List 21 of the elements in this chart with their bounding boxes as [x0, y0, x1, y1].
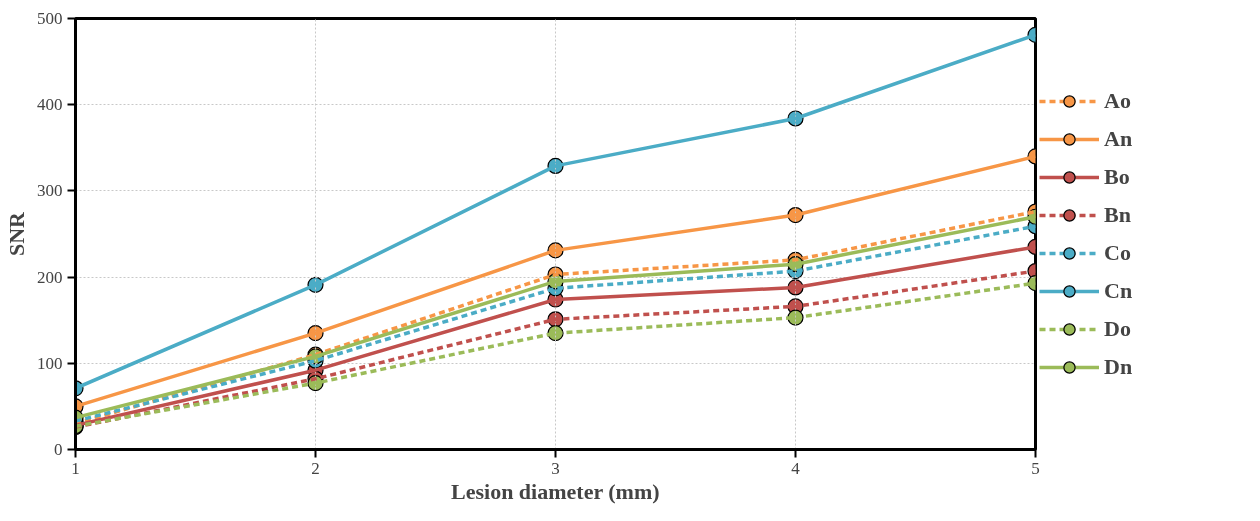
x-tick-label: 5: [1031, 458, 1040, 478]
legend-label: Ao: [1104, 87, 1131, 114]
y-tick-label: 300: [37, 181, 63, 201]
legend-label: Bn: [1104, 201, 1131, 228]
legend-label: Bo: [1104, 163, 1130, 190]
legend-label: Cn: [1104, 277, 1133, 304]
x-tick-label: 1: [71, 458, 80, 478]
x-tick-label: 4: [791, 458, 801, 478]
x-tick-label: 3: [551, 458, 560, 478]
y-tick-label: 100: [37, 353, 63, 373]
x-axis-title: Lesion diameter (mm): [451, 478, 660, 504]
legend-label: Co: [1104, 239, 1131, 266]
y-tick-label: 500: [37, 9, 63, 28]
y-tick-label: 0: [54, 440, 63, 459]
legend-label: An: [1104, 125, 1133, 152]
y-tick-label: 200: [37, 267, 63, 287]
y-tick-label: 400: [37, 95, 63, 115]
legend-label: Dn: [1104, 353, 1133, 380]
y-axis-title: SNR: [4, 210, 29, 257]
x-tick-label: 2: [311, 458, 320, 478]
legend-label: Do: [1104, 315, 1131, 342]
